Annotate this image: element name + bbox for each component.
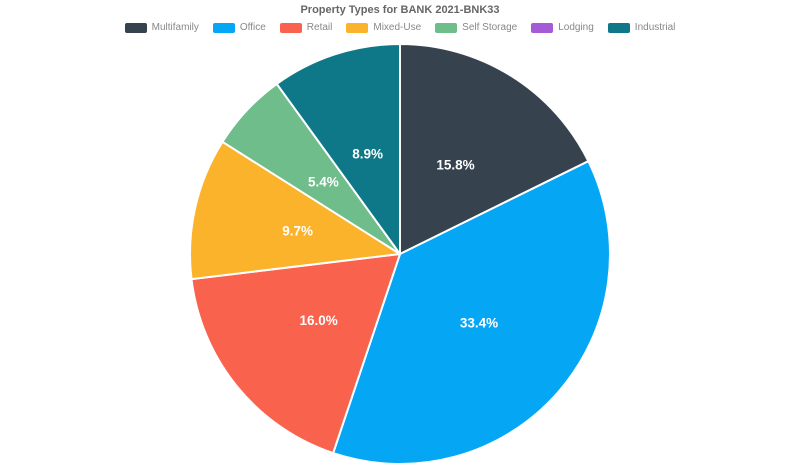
pie-slice-label-mixed-use: 9.7% (282, 223, 313, 238)
legend-item-multifamily[interactable]: Multifamily (124, 22, 199, 33)
legend-swatch-multifamily (124, 22, 147, 33)
legend: Multifamily Office Retail Mixed-Use Self Sto… (0, 22, 800, 33)
legend-label-office: Office (239, 22, 266, 33)
legend-item-lodging[interactable]: Lodging (531, 22, 594, 33)
legend-label-multifamily: Multifamily (151, 22, 199, 33)
legend-swatch-industrial (607, 22, 630, 33)
pie-slice-label-industrial: 8.9% (352, 147, 383, 162)
legend-item-self-storage[interactable]: Self Storage (435, 22, 517, 33)
legend-swatch-mixed-use (346, 22, 369, 33)
pie-slice-multifamily[interactable] (399, 43, 590, 255)
pie-slice-label-self-storage: 5.4% (308, 175, 339, 190)
pie-slice-label-office: 33.4% (460, 316, 498, 331)
pie-slice-retail[interactable] (190, 253, 401, 455)
pie-slice-label-retail: 16.0% (299, 313, 337, 328)
legend-item-industrial[interactable]: Industrial (607, 22, 676, 33)
pie-slice-industrial[interactable] (275, 43, 401, 255)
legend-item-mixed-use[interactable]: Mixed-Use (346, 22, 421, 33)
legend-label-mixed-use: Mixed-Use (373, 22, 422, 33)
legend-label-industrial: Industrial (634, 22, 676, 33)
pie-slice-mixed-use[interactable] (189, 140, 401, 281)
legend-swatch-office (212, 22, 235, 33)
legend-label-self-storage: Self Storage (462, 22, 518, 33)
legend-label-lodging: Lodging (558, 22, 594, 33)
legend-swatch-retail (279, 22, 302, 33)
pie-slice-label-multifamily: 15.8% (436, 157, 474, 172)
legend-item-office[interactable]: Office (212, 22, 266, 33)
chart-title: Property Types for BANK 2021-BNK33 (300, 4, 500, 16)
legend-swatch-lodging (531, 22, 554, 33)
pie-slice-office[interactable] (332, 160, 612, 465)
legend-swatch-self-storage (435, 22, 458, 33)
legend-item-retail[interactable]: Retail (279, 22, 333, 33)
legend-label-retail: Retail (306, 22, 333, 33)
